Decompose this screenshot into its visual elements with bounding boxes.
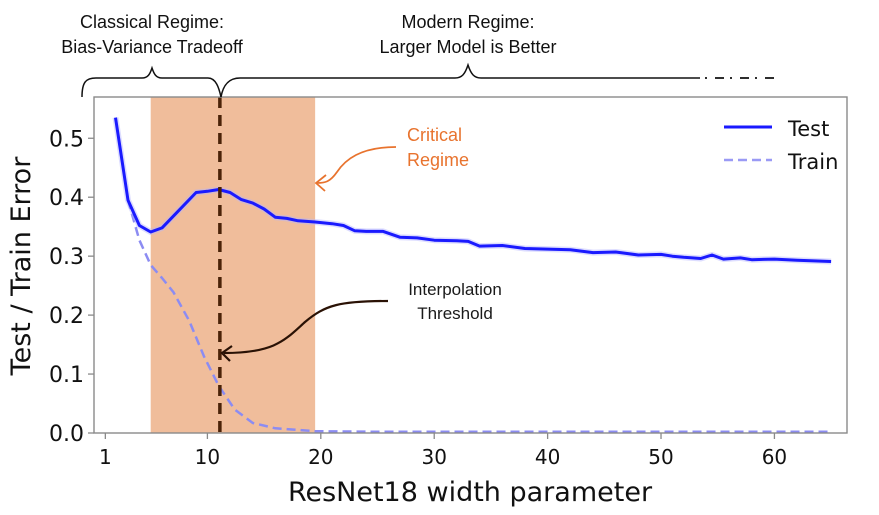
series-test-point (774, 258, 776, 260)
series-test-point (467, 241, 469, 243)
critical-regime-arrowhead (314, 174, 327, 192)
critical-regime-text-line2: Regime (407, 150, 469, 170)
series-test-point (178, 209, 180, 211)
modern-regime-brace: Modern Regime: Larger Model is Better (220, 12, 775, 98)
classical-regime-line2: Bias-Variance Tradeoff (61, 37, 243, 57)
classical-regime-brace: Classical Regime: Bias-Variance Tradeoff (61, 12, 244, 98)
series-test-point (672, 255, 674, 257)
series-test-point (286, 218, 288, 220)
series-test-point (354, 230, 356, 232)
series-test-point (615, 251, 617, 253)
series-test-point (297, 220, 299, 222)
legend: Test Train (724, 117, 838, 174)
series-test-point (207, 191, 209, 193)
series-test-point (723, 258, 725, 260)
series-test-point (161, 227, 163, 229)
x-axis-label: ResNet18 width parameter (288, 477, 653, 508)
series-test-point (139, 225, 141, 227)
series-train-point (234, 409, 236, 411)
series-train-point (150, 264, 152, 266)
series-test-point (547, 248, 549, 250)
classical-brace-shape (81, 65, 222, 98)
x-tick-label: 20 (308, 445, 333, 469)
modern-regime-line2: Larger Model is Better (379, 37, 556, 57)
x-tick-label: 40 (535, 445, 560, 469)
interpolation-arrow (223, 299, 389, 355)
series-test-point (343, 225, 345, 227)
series-test-point (502, 245, 504, 247)
series-test-point (399, 237, 401, 239)
critical-regime-annotation: Critical Regime (314, 125, 469, 192)
series-test-point (830, 261, 832, 263)
series-test-point (115, 117, 117, 119)
y-axis-ticks: 0.0 0.1 0.2 0.3 0.4 0.5 (49, 127, 94, 447)
series-train-point (314, 430, 316, 432)
series-test-point (660, 254, 662, 256)
x-tick-label: 60 (762, 445, 787, 469)
interpolation-text-line2: Threshold (417, 304, 493, 323)
series-test-point (683, 257, 685, 259)
series-train-point (189, 320, 191, 322)
interpolation-threshold-annotation: Interpolation Threshold (220, 280, 502, 362)
x-tick-label: 10 (195, 445, 220, 469)
y-tick-label: 0.1 (49, 363, 84, 388)
series-test-point (479, 245, 481, 247)
series-test-point (592, 252, 594, 254)
y-tick-label: 0.2 (49, 304, 84, 329)
series-test-point (638, 254, 640, 256)
series-test-point (570, 249, 572, 251)
legend-test-label: Test (787, 117, 829, 141)
series-train-point (161, 277, 163, 279)
interpolation-arrowhead (220, 345, 233, 362)
series-test-point (241, 199, 243, 201)
series-train-line (126, 199, 832, 434)
series-train-point (139, 239, 141, 241)
series-test-point (711, 254, 713, 256)
critical-regime-arrow (316, 146, 397, 184)
y-tick-label: 0.5 (49, 127, 84, 152)
series-train-point (173, 291, 175, 293)
y-tick-label: 0.4 (49, 186, 84, 211)
series-test-point (740, 257, 742, 259)
y-axis-label: Test / Train Error (6, 156, 37, 377)
series-test-point (524, 248, 526, 250)
x-axis-ticks: 1 10 20 30 40 50 60 (99, 433, 787, 469)
interpolation-text-line1: Interpolation (408, 280, 502, 299)
legend-train-label: Train (787, 150, 838, 174)
x-tick-label: 50 (648, 445, 673, 469)
modern-brace-shape (220, 62, 700, 98)
series-test-point (382, 231, 384, 233)
series-test-point (416, 237, 418, 239)
series-train-point (275, 428, 277, 430)
classical-regime-line1: Classical Regime: (80, 12, 224, 32)
series-test-point (229, 192, 231, 194)
series-test-point (365, 231, 367, 233)
y-tick-label: 0.0 (49, 422, 84, 447)
series-test-point (700, 258, 702, 260)
series-train-point (252, 422, 254, 424)
series-test-point (127, 199, 129, 201)
series-test-point (150, 231, 152, 233)
y-tick-label: 0.3 (49, 245, 84, 270)
series-test-point (796, 260, 798, 262)
series-test-point (263, 208, 265, 210)
series-test-line (114, 117, 832, 263)
critical-regime-text-line1: Critical (407, 125, 462, 145)
series-train-point (203, 356, 205, 358)
series-test-point (433, 239, 435, 241)
x-tick-label: 30 (421, 445, 446, 469)
critical-regime-shading (150, 97, 316, 433)
x-tick-label: 1 (99, 445, 112, 469)
plot-frame (93, 96, 848, 434)
series-test-point (331, 223, 333, 225)
series-test-point (195, 192, 197, 194)
series-test-point (252, 202, 254, 204)
series-test-point (314, 221, 316, 223)
series-test-point (456, 240, 458, 242)
series-layer (112, 117, 832, 434)
series-test-point (751, 259, 753, 261)
series-test-point (275, 217, 277, 219)
modern-regime-line1: Modern Regime: (401, 12, 534, 32)
